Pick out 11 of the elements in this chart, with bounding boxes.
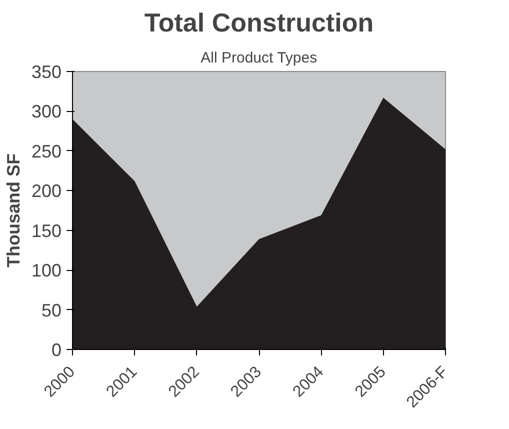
y-tick-label: 100 xyxy=(31,260,62,281)
y-tick-label: 50 xyxy=(41,300,62,320)
y-tick-label: 300 xyxy=(31,102,62,122)
y-tick-label: 350 xyxy=(31,62,62,82)
y-tick-label: 150 xyxy=(31,220,62,241)
y-axis-title: Thousand SF xyxy=(3,153,24,268)
y-tick-label: 0 xyxy=(51,340,62,360)
chart-subtitle: All Product Types xyxy=(200,50,318,66)
chart-title: Total Construction xyxy=(144,8,374,38)
y-tick-label: 200 xyxy=(31,181,62,202)
y-tick-label: 250 xyxy=(31,141,62,162)
